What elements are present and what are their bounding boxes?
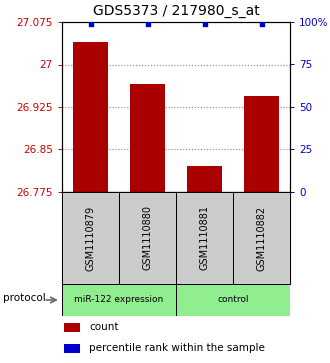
Text: control: control (217, 295, 249, 305)
Point (88, 21, 93, 26)
Text: count: count (89, 322, 119, 333)
Text: miR-122 expression: miR-122 expression (74, 295, 164, 305)
Text: protocol: protocol (3, 293, 46, 303)
Bar (130, 84, 165, 192)
Text: GSM1110880: GSM1110880 (143, 205, 152, 270)
Text: GSM1110882: GSM1110882 (256, 205, 267, 270)
Bar (64, 323, 80, 332)
Bar (64, 344, 80, 353)
Point (145, 21, 150, 26)
Bar (62, 192, 119, 284)
Point (259, 21, 264, 26)
Bar (233, 192, 290, 284)
Bar (119, 192, 176, 284)
Bar (187, 167, 222, 192)
Text: percentile rank within the sample: percentile rank within the sample (89, 343, 265, 353)
Title: GDS5373 / 217980_s_at: GDS5373 / 217980_s_at (93, 4, 259, 18)
Bar (73, 42, 108, 192)
Bar (176, 192, 233, 284)
Text: GSM1110881: GSM1110881 (200, 205, 210, 270)
Bar (245, 96, 279, 192)
Bar (62, 284, 176, 316)
Point (202, 21, 207, 26)
Text: GSM1110879: GSM1110879 (85, 205, 95, 270)
Bar (176, 284, 290, 316)
